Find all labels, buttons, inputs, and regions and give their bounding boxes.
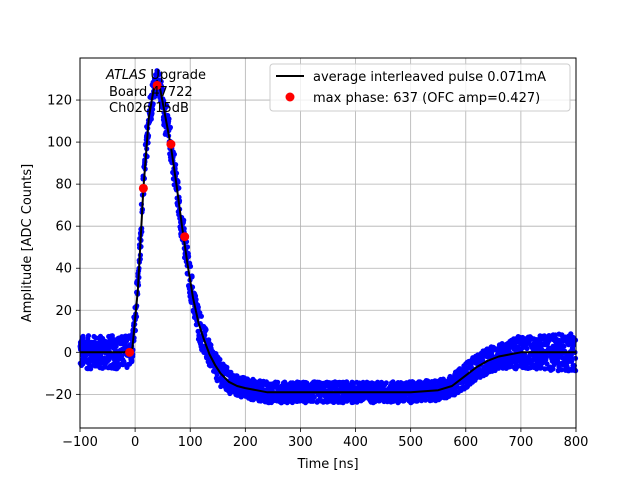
scatter-point [310,398,316,404]
max-phase-point [166,139,176,149]
x-axis-title: Time [ns] [296,457,358,472]
scatter-point [550,366,556,372]
scatter-point [311,394,317,400]
y-tick-label: 60 [55,220,72,235]
ticks: −100 0 100 200 300 400 500 600 700 800 −20 0 20 40 60 8… [45,94,589,450]
scatter-point [480,357,486,363]
x-tick-label: 400 [343,435,368,450]
annotation-line2: Board 47722 [109,85,193,100]
x-tick-label: 0 [131,435,139,450]
x-tick-label: 100 [178,435,203,450]
scatter-point [538,364,544,370]
x-tick-label: 800 [564,435,589,450]
max-phase-point [152,80,162,90]
annotation-line3: Ch026 15dB [109,101,189,116]
annotation-atlas: ATLAS [105,68,146,83]
max-phase-points [125,80,190,357]
scatter-point [554,360,560,366]
x-tick-label: 300 [288,435,313,450]
x-tick-label: 700 [508,435,533,450]
scatter-point [524,345,530,352]
annotation-upgrade: Upgrade [146,68,206,83]
legend-box [269,63,571,112]
scatter-point [561,343,567,349]
scatter-point [275,379,281,385]
average-line-group [80,80,576,394]
scatter-point [217,356,223,363]
y-tick-label: 0 [64,346,72,361]
scatter-point [203,327,209,333]
scatter-band [77,68,579,406]
scatter-point [166,116,172,122]
scatter-point [195,328,201,334]
scatter-point [541,333,548,339]
x-tick-label: −100 [62,435,98,450]
scatter-point [121,359,127,365]
scatter-point [544,361,550,367]
x-tick-label: 500 [398,435,423,450]
max-phase-point [138,183,148,193]
scatter-point [85,333,92,339]
scatter-point [189,273,195,279]
scatter-point [331,399,337,405]
y-axis-title: Amplitude [ADC Counts] [20,164,35,322]
legend: average interleaved pulse 0.071mA max ph… [269,63,571,112]
scatter-point [558,367,565,373]
scatter-point [383,380,389,386]
scatter-point [164,103,170,109]
scatter-point [88,366,94,372]
scatter-point [156,71,162,77]
scatter-point [187,263,194,269]
scatter-point [198,313,204,319]
y-tick-label: 40 [55,262,72,277]
y-tick-label: 20 [55,304,72,319]
annotation-line1: ATLAS Upgrade [105,68,206,83]
max-phase-point [125,347,135,357]
y-tick-label: 100 [47,136,72,151]
average-pulse-line [80,80,576,394]
scatter-point [499,341,505,347]
y-tick-label: 120 [47,94,72,109]
y-tick-label: −20 [45,388,72,403]
legend-label-max-phase: max phase: 637 (OFC amp=0.427) [313,91,540,106]
legend-point-swatch [285,92,295,102]
scatter-point [568,356,574,362]
scatter-point [193,296,199,303]
plot-frame [79,57,577,429]
scatter-point [80,333,86,339]
y-tick-label: 80 [55,178,72,193]
scatter-point [224,364,230,370]
x-tick-label: 200 [233,435,258,450]
legend-label-average: average interleaved pulse 0.071mA [313,70,546,85]
annotation: ATLAS Upgrade Board 47722 Ch026 15dB [105,68,206,116]
max-phase-point [180,232,190,242]
scatter-point [113,343,119,349]
scatter-point [129,359,135,365]
x-tick-label: 600 [453,435,478,450]
